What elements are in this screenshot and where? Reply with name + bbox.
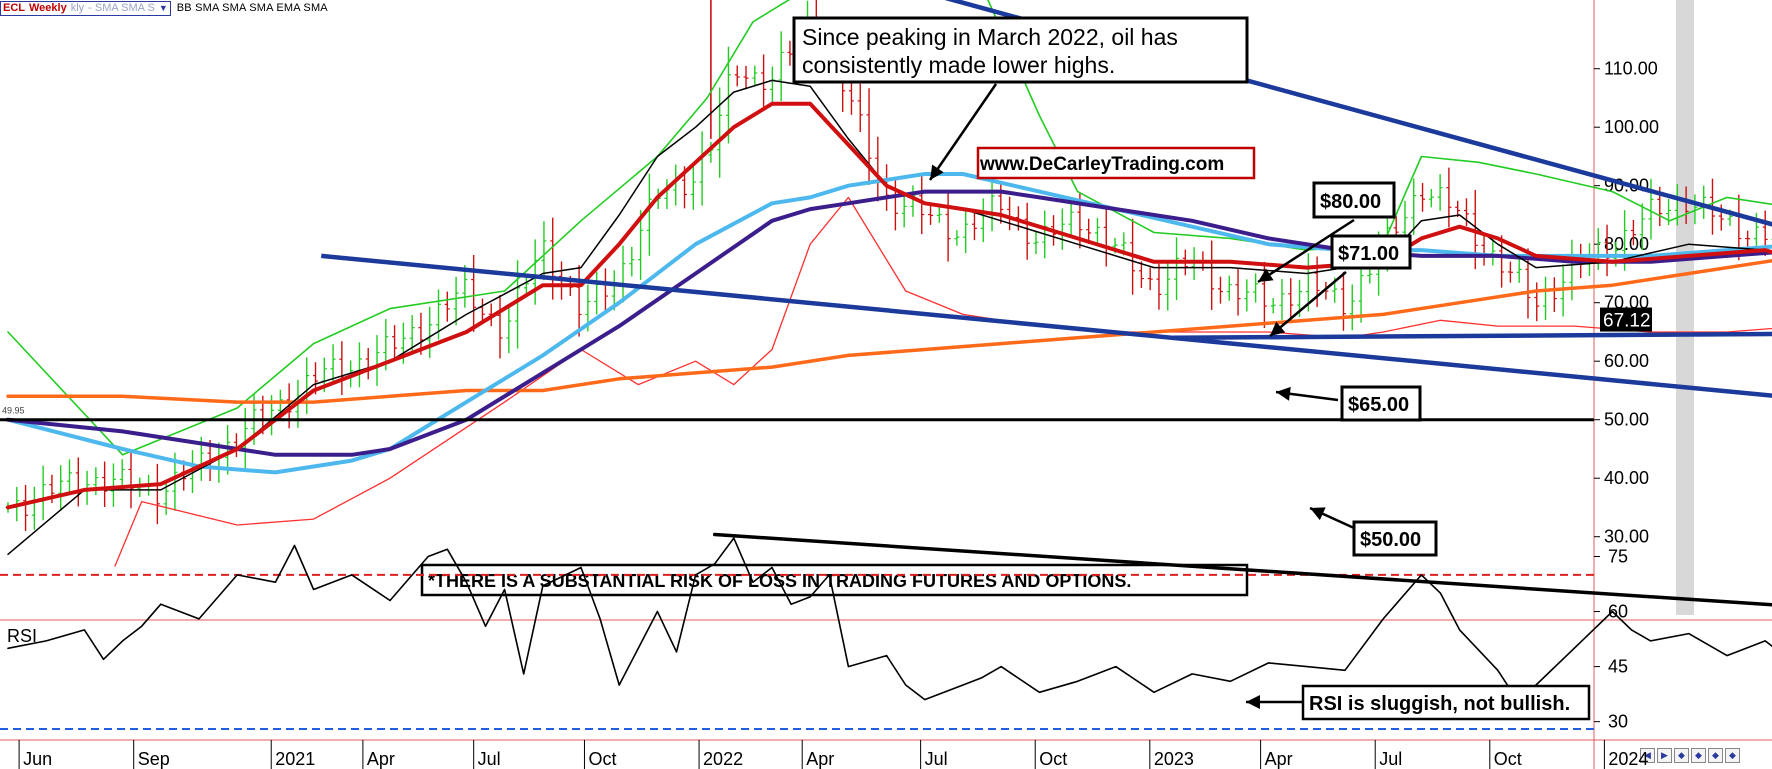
indicator-ghost-text: - SMA SMA S xyxy=(88,2,155,14)
time-axis-label: Jul xyxy=(1379,749,1402,769)
label-65-box xyxy=(1340,385,1422,422)
website-text: www.DeCarleyTrading.com xyxy=(979,154,1224,175)
studies-list[interactable]: BB SMA SMA SMA EMA SMA xyxy=(176,2,328,14)
rsi-tick-label: 60 xyxy=(1608,602,1628,622)
headline-box xyxy=(792,16,1249,84)
time-axis-label: Oct xyxy=(588,749,616,769)
arrow-next-icon[interactable]: ▶ xyxy=(1657,748,1672,763)
zoom-out-icon[interactable]: ◆ xyxy=(1691,748,1706,763)
rsi-note-box xyxy=(1301,684,1591,721)
price-tick-label: 110.00 xyxy=(1604,59,1658,79)
rsi-tick-label: 30 xyxy=(1608,712,1628,732)
rsi-title: RSI xyxy=(7,626,37,646)
time-axis-label: Jul xyxy=(478,749,501,769)
rsi-note-text: RSI is sluggish, not bullish. xyxy=(1309,693,1570,715)
label-50-arrow-head xyxy=(1310,507,1326,521)
headline-text: Since peaking in March 2022, oil has xyxy=(802,24,1178,50)
time-axis-label: Oct xyxy=(1039,749,1067,769)
price-tick-label: 60.00 xyxy=(1604,351,1649,371)
last-price-label: 67.12 xyxy=(1603,311,1651,332)
label-65-arrow-head xyxy=(1276,386,1291,401)
label-65-text: $65.00 xyxy=(1348,394,1409,416)
price-tick-label: 100.00 xyxy=(1604,117,1659,137)
zoom-reset-icon[interactable]: ◆ xyxy=(1725,748,1740,763)
sma-purple-line xyxy=(6,189,1772,457)
disclaimer-box xyxy=(420,563,1249,597)
chart-toolbar: ECL Weekly kly - SMA SMA S ▼ BB SMA SMA … xyxy=(0,0,328,16)
bollinger-lower-line xyxy=(114,196,1772,567)
headline-arrow xyxy=(928,83,998,181)
price-tick-label: 30.00 xyxy=(1604,527,1649,547)
website-box xyxy=(976,146,1256,180)
trendline-lower-downtrend xyxy=(321,253,1772,398)
label-71-box xyxy=(1330,234,1412,270)
time-axis-label: Sep xyxy=(138,749,170,769)
time-axis-label: Jul xyxy=(925,749,948,769)
label-71-arrow-head xyxy=(1270,321,1286,336)
zoom-in-icon[interactable]: ◆ xyxy=(1674,748,1689,763)
label-80-box xyxy=(1312,181,1396,219)
trendline-support-65 xyxy=(1173,331,1772,341)
time-axis-label: Apr xyxy=(367,749,395,769)
time-axis-label: 2024 xyxy=(1608,749,1648,769)
time-axis-label: Jun xyxy=(23,749,52,769)
zoom-fit-icon[interactable]: ◆ xyxy=(1708,748,1723,763)
chevron-down-icon[interactable]: ▼ xyxy=(158,3,168,13)
timeframe-label: Weekly xyxy=(29,2,67,14)
time-axis-label: 2023 xyxy=(1154,749,1194,769)
symbol-selector[interactable]: ECL Weekly kly - SMA SMA S ▼ xyxy=(0,0,171,16)
price-tick-label: 50.00 xyxy=(1604,410,1649,430)
rsi-trendline xyxy=(712,532,1772,607)
timeframe-ghost-text: kly xyxy=(70,2,85,14)
ema-orange-line xyxy=(6,258,1772,404)
time-axis-label: 2022 xyxy=(703,749,743,769)
symbol-label: ECL xyxy=(3,2,25,14)
rsi-note-arrow-head xyxy=(1246,695,1260,709)
chart-navigation: ◀ ▶ ◆ ◆ ◆ ◆ xyxy=(1640,748,1740,763)
time-axis-label: Apr xyxy=(806,749,834,769)
vertical-scrollbar xyxy=(1676,0,1694,615)
label-80-arrow-head xyxy=(1258,268,1274,282)
bollinger-upper-line xyxy=(7,0,1772,456)
label-80-text: $80.00 xyxy=(1320,191,1381,213)
label-71-text: $71.00 xyxy=(1338,243,1399,265)
sma-lightblue-line xyxy=(6,172,1772,475)
label-71-arrow xyxy=(1269,271,1347,337)
price-tick-label: 40.00 xyxy=(1604,468,1649,488)
trendline-upper-downtrend xyxy=(944,0,1772,227)
sma-fast-line xyxy=(7,79,1772,556)
level-50-tag: 49.95 xyxy=(2,406,25,416)
rsi-line xyxy=(7,537,1772,701)
headline-text: consistently made lower highs. xyxy=(802,52,1115,78)
rsi-tick-label: 75 xyxy=(1608,547,1628,567)
last-price-box xyxy=(1600,307,1652,332)
label-50-box xyxy=(1352,520,1438,557)
time-axis-label: Apr xyxy=(1265,749,1293,769)
headline-arrow-head xyxy=(930,164,944,180)
time-axis-label: 2021 xyxy=(275,749,315,769)
label-50-text: $50.00 xyxy=(1360,529,1421,551)
sma-red-line xyxy=(6,101,1772,510)
time-axis-label: Oct xyxy=(1494,749,1522,769)
label-80-arrow xyxy=(1257,218,1355,284)
rsi-tick-label: 45 xyxy=(1608,657,1628,677)
arrow-first-icon[interactable]: ◀ xyxy=(1640,748,1655,763)
